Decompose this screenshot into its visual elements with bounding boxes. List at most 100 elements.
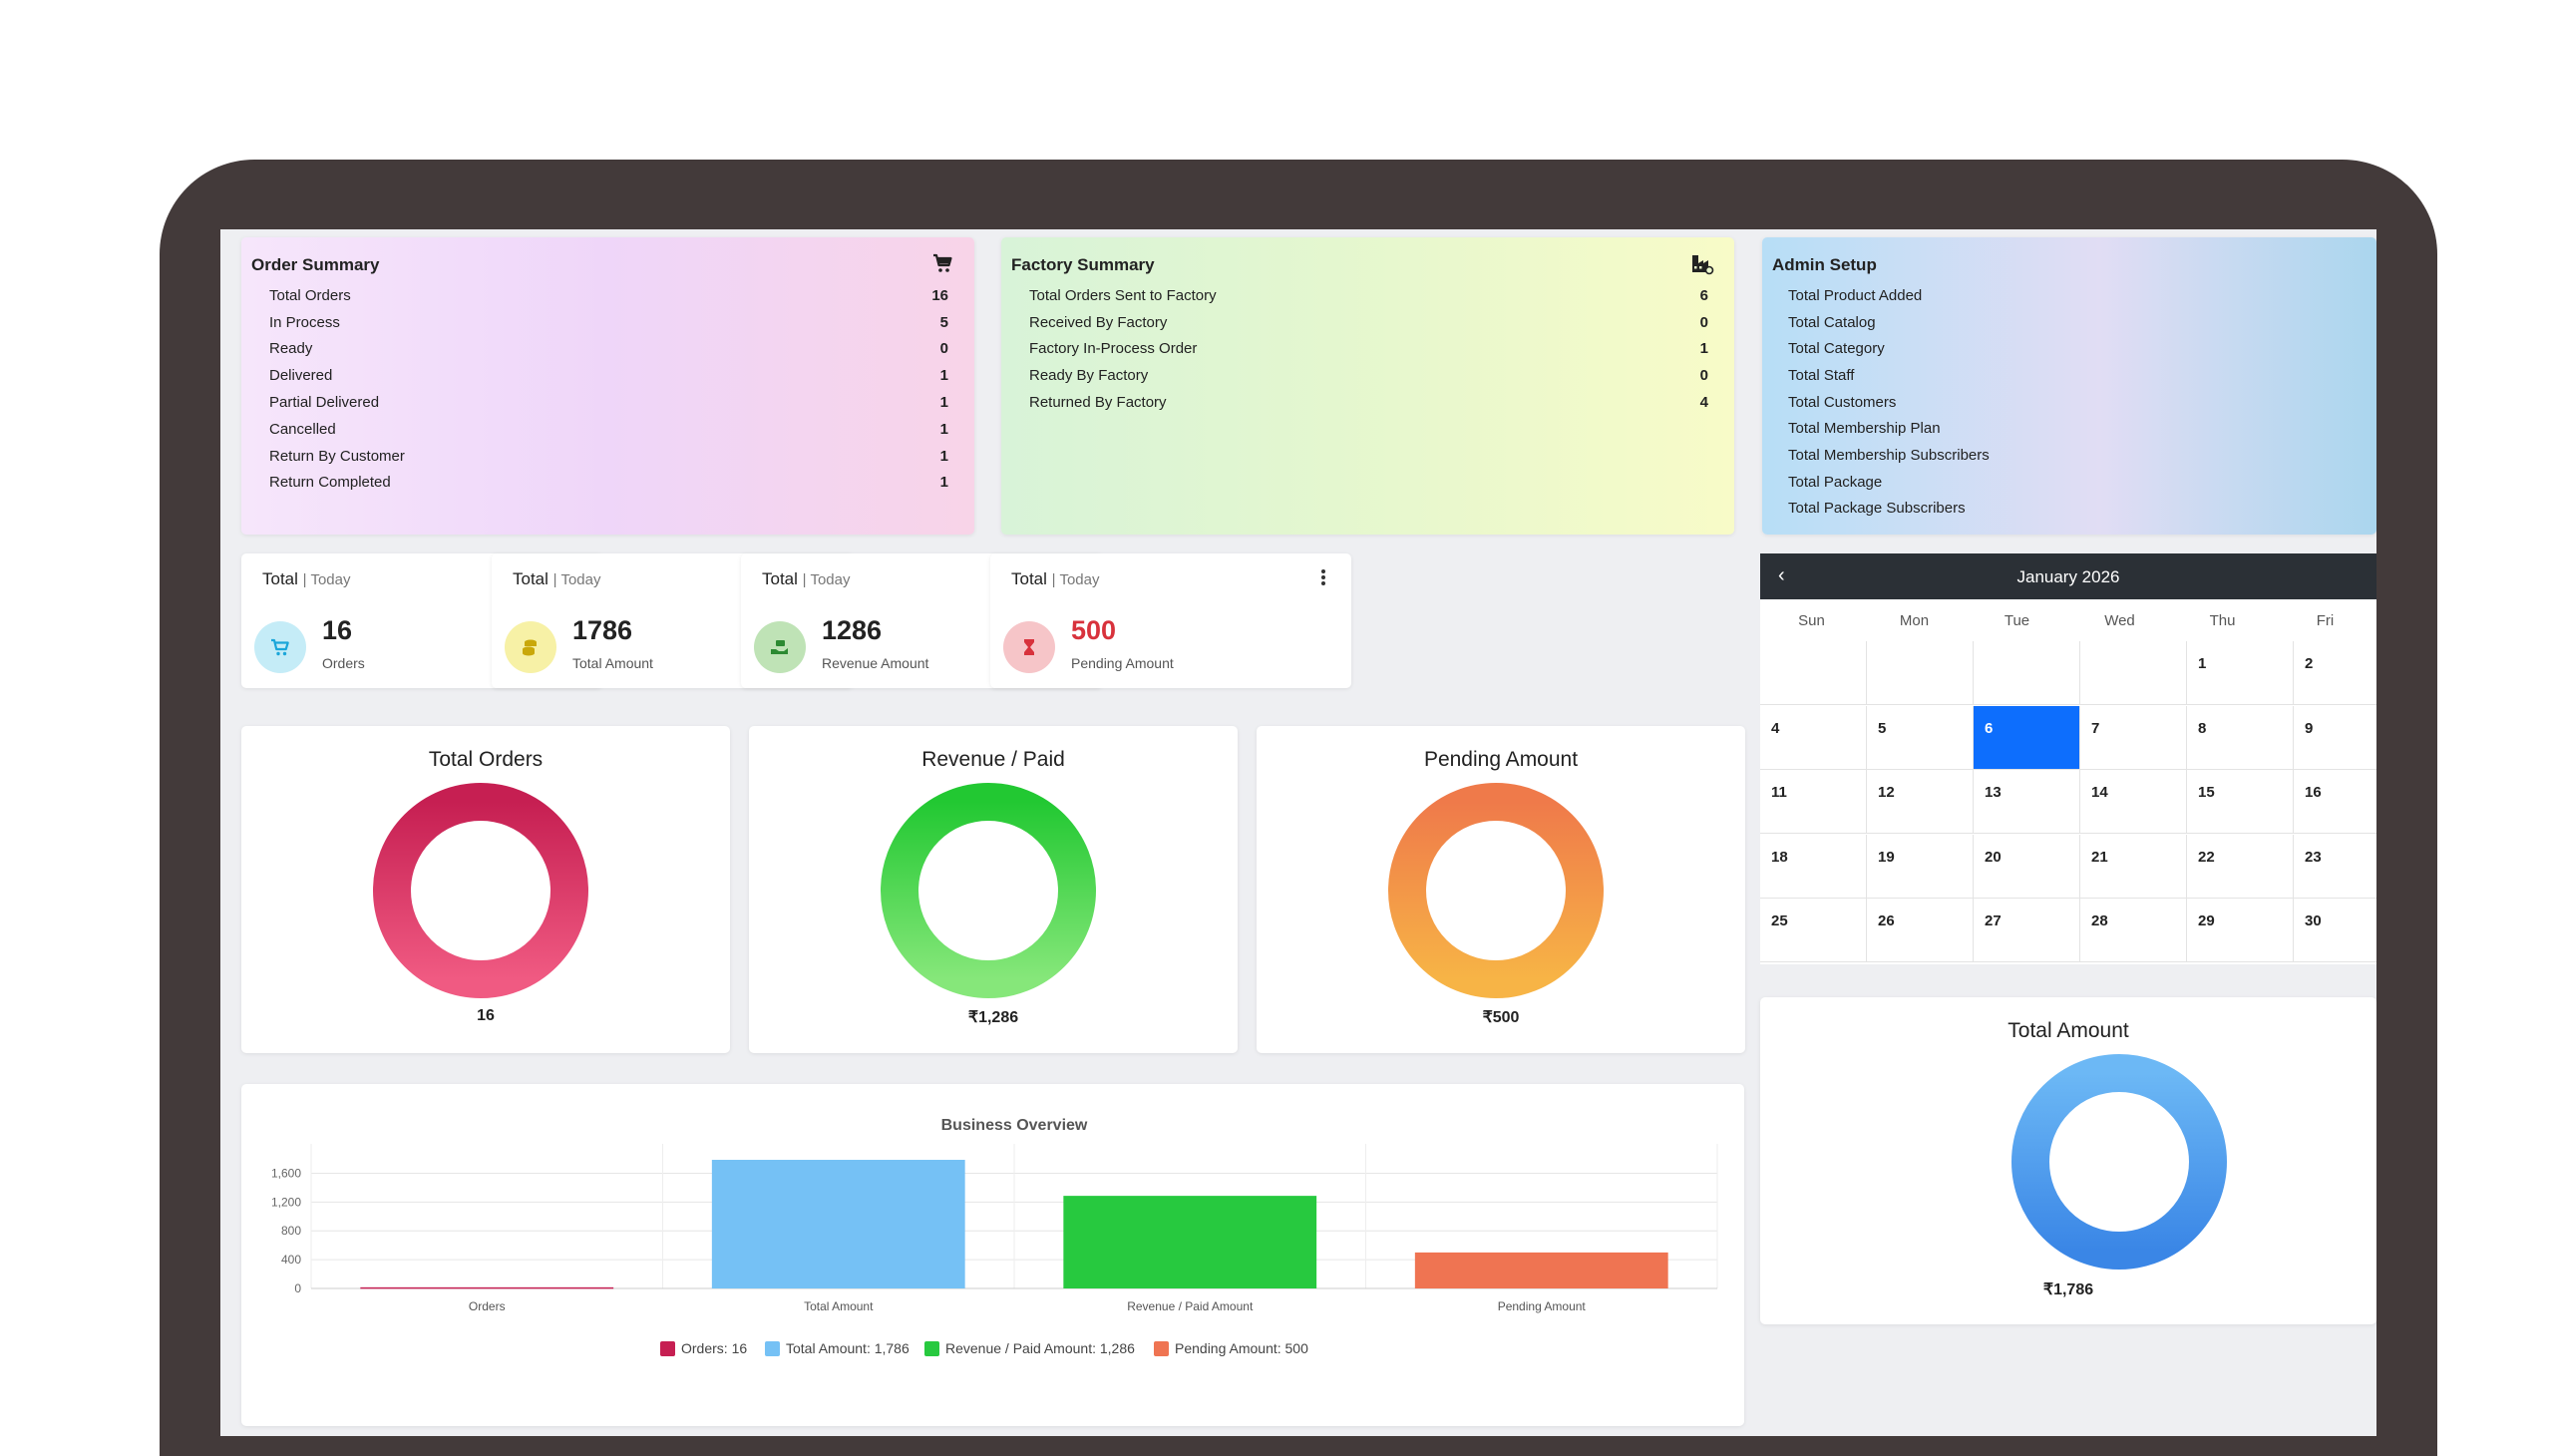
stat-card-header: Total | Today [262,569,350,589]
donut-card: Total Orders 16 [241,726,730,1053]
calendar-day[interactable]: 23 [2294,835,2376,899]
factory-summary-label: Ready By Factory [1029,367,1149,385]
order-summary-row: Return Completed 1 [269,470,948,497]
stat-card-title: Total [262,569,298,588]
order-summary-row: Partial Delivered 1 [269,389,948,416]
admin-setup-label: Total Membership Subscribers [1788,446,1990,464]
calendar-day[interactable]: 25 [1760,899,1867,962]
order-summary-list: Total Orders 16 In Process 5 Ready 0 Delivered… [269,282,948,496]
legend-label[interactable]: Revenue / Paid Amount: 1,286 [945,1340,1135,1356]
factory-summary-label: Factory In-Process Order [1029,340,1198,358]
legend-swatch [924,1341,939,1356]
admin-setup-row: Total Membership Subscribers [1788,442,2351,469]
donut-card: Pending Amount ₹500 [1257,726,1745,1053]
calendar-day[interactable]: 20 [1974,834,2080,899]
total-amount-card: Total Amount ₹1,786 [1760,997,2376,1324]
calendar-day[interactable]: 11 [1760,770,1867,834]
factory-summary-value: 6 [1699,286,1708,304]
legend-label[interactable]: Orders: 16 [681,1340,747,1356]
calendar-empty-cell [1974,641,2080,705]
calendar-day[interactable]: 26 [1867,899,1974,962]
order-summary-value: 5 [939,313,948,331]
calendar-day[interactable]: 12 [1867,770,1974,834]
legend-label[interactable]: Pending Amount: 500 [1175,1340,1308,1356]
calendar-day[interactable]: 7 [2080,705,2187,770]
calendar-day[interactable]: 4 [1760,705,1867,770]
y-tick-label: 800 [281,1224,301,1238]
order-summary-value: 1 [939,420,948,438]
admin-setup-row: Total Package [1788,469,2351,496]
calendar-day[interactable]: 2 [2294,641,2376,705]
calendar-day[interactable]: 18 [1760,834,1867,899]
admin-setup-label: Total Category [1788,340,1885,358]
donut-title: Total Orders [428,748,544,771]
bar-revenue-paid-amount[interactable] [1063,1196,1317,1288]
bar-total-amount[interactable] [711,1160,965,1288]
order-summary-value: 0 [939,340,948,358]
factory-summary-row: Received By Factory 0 [1029,309,1708,336]
calendar-day[interactable]: 30 [2294,899,2376,962]
calendar-header: ‹ January 2026 [1760,553,2376,599]
order-summary-row: In Process 5 [269,309,948,336]
factory-summary-value: 0 [1699,313,1708,331]
admin-setup-row: Total Catalog [1788,309,2351,336]
total-amount-title: Total Amount [2007,1019,2129,1042]
calendar-day[interactable]: 13 [1974,770,2080,834]
legend-swatch [765,1341,780,1356]
chevron-left-icon[interactable]: ‹ [1778,564,1785,586]
calendar-day[interactable]: 14 [2080,770,2187,834]
legend-swatch [660,1341,675,1356]
calendar-empty-cell [2080,641,2187,705]
stat-label: Revenue Amount [822,655,929,671]
calendar-day[interactable]: 29 [2187,899,2294,962]
factory-summary-list: Total Orders Sent to Factory 6 Received By… [1029,282,1708,416]
admin-setup-label: Total Package Subscribers [1788,500,1966,518]
stat-card-header: Total | Today [513,569,600,589]
stat-card-period: | Today [552,571,601,588]
dashboard-screen: Order Summary Total Orders 16 In Process 5 R… [220,229,2376,1436]
calendar-day[interactable]: 15 [2187,770,2294,834]
admin-setup-label: Total Catalog [1788,313,1876,331]
calendar-day[interactable]: 22 [2187,834,2294,899]
calendar-weekday: Thu [2209,611,2236,629]
calendar-day[interactable]: 28 [2080,899,2187,962]
legend-swatch [1154,1341,1169,1356]
calendar-day[interactable]: 1 [2187,641,2294,705]
donut-chart [373,783,588,998]
donut-ring [373,783,588,998]
calendar-weekday: Mon [1899,611,1930,629]
order-summary-label: Delivered [269,367,333,385]
order-summary-label: Partial Delivered [269,394,380,412]
bar-orders[interactable] [360,1286,614,1289]
stat-card-period: | Today [802,571,851,588]
calendar-day[interactable]: 8 [2187,705,2294,770]
order-summary-row: Return By Customer 1 [269,443,948,470]
y-tick-label: 1,600 [271,1166,301,1180]
calendar-empty-cell [1867,641,1974,705]
donut-value: ₹500 [1482,1009,1520,1026]
admin-setup-row: Total Product Added [1788,282,2351,309]
calendar-day[interactable]: 6 [1974,705,2080,770]
order-summary-label: Total Orders [269,286,351,304]
calendar-day[interactable]: 9 [2294,706,2376,770]
factory-summary-value: 4 [1699,394,1708,412]
bar-pending-amount[interactable] [1414,1252,1668,1288]
order-summary-row: Cancelled 1 [269,416,948,443]
cart-icon [933,253,952,272]
calendar-weekday: Fri [2316,611,2335,629]
stat-icon-circle [754,621,806,673]
x-tick-label: Orders [469,1299,506,1313]
admin-setup-row: Total Category [1788,335,2351,362]
calendar-day[interactable]: 16 [2294,770,2376,834]
order-summary-value: 1 [939,367,948,385]
x-tick-label: Total Amount [804,1299,874,1313]
calendar-day[interactable]: 27 [1974,899,2080,962]
calendar-day[interactable]: 21 [2080,834,2187,899]
stat-card-header: Total | Today [1011,569,1099,589]
donut-card: Revenue / Paid ₹1,286 [749,726,1238,1053]
calendar-day[interactable]: 5 [1867,705,1974,770]
stat-value: 500 [1071,615,1117,645]
calendar-day[interactable]: 19 [1867,834,1974,899]
more-options-icon[interactable] [1321,569,1325,585]
legend-label[interactable]: Total Amount: 1,786 [786,1340,910,1356]
